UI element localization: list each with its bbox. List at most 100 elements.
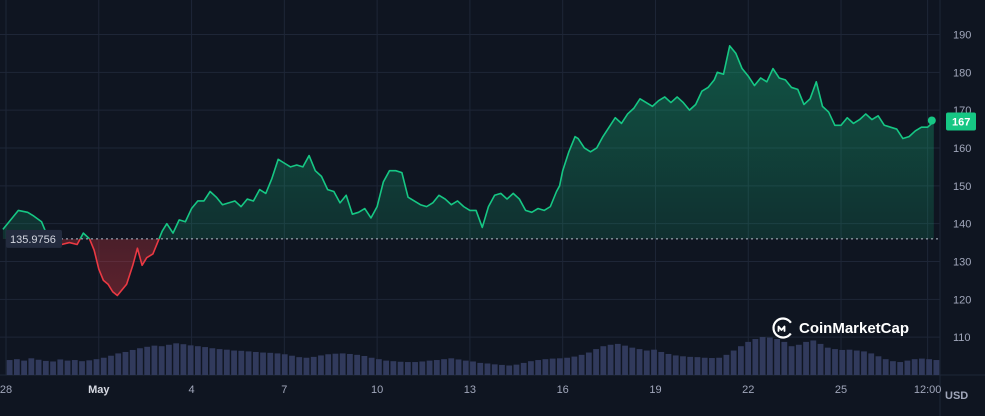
x-axis: 28 May 4 7 10 13 16 19 22 25 12:00 [0,384,941,396]
volume-bar [245,351,252,375]
volume-bar [730,350,737,375]
x-tick-label: 13 [464,384,476,396]
volume-bar [904,360,911,375]
volume-bar [296,357,303,375]
coinmarketcap-logo-icon [772,317,794,339]
volume-bar [361,356,368,375]
volume-bar [332,353,339,375]
currency-label: USD [945,390,968,402]
volume-bar [339,353,346,375]
volume-bar [817,343,824,375]
volume-bar [672,355,679,375]
coinmarketcap-watermark: CoinMarketCap [772,317,909,339]
volume-bar [535,360,542,375]
volume-bar [267,352,274,375]
current-price-label-background [946,112,976,131]
volume-bar [564,357,571,375]
volume-bar [368,357,375,375]
x-tick-label: 28 [0,384,12,396]
volume-bar [759,337,766,375]
volume-bar [35,359,42,375]
y-tick-label: 120 [953,294,971,306]
volume-bar [643,350,650,375]
volume-bar [252,351,259,375]
y-tick-label: 140 [953,219,971,231]
volume-bar [231,350,237,375]
volume-bar [238,350,245,375]
volume-bar [593,349,599,375]
volume-bar [86,360,93,375]
volume-bar [180,344,187,375]
volume-bar [709,358,715,375]
volume-bar [556,358,563,375]
volume-bar [462,360,469,375]
volume-bar [441,359,447,375]
volume-bar [578,354,585,375]
volume-bar [187,345,194,375]
x-tick-label: 12:00 [914,384,942,396]
volume-bar [354,354,361,375]
last-price-dot [927,116,936,125]
volume-bar [470,361,476,375]
volume-bar [325,354,332,375]
volume-bar [412,362,418,375]
y-tick-label: 110 [953,332,971,344]
volume-bar [202,347,209,375]
y-tick-label: 190 [953,29,971,41]
volume-bar [614,343,621,375]
volume-bar [455,359,462,375]
volume-bar [795,344,802,375]
volume-bar [839,349,846,375]
volume-bar [694,357,701,375]
x-tick-label: 10 [371,384,383,396]
volume-bar [723,354,730,375]
volume-bar [223,349,230,375]
volume-bar [318,355,324,375]
volume-bar [832,349,838,375]
volume-bar [491,364,498,375]
volume-bar [571,356,578,375]
volume-bar [390,361,397,375]
volume-bar [397,361,404,375]
volume-bar [477,362,484,375]
price-area-fill-below [2,238,934,296]
volume-bar [607,344,614,375]
volume-bar [484,363,491,375]
volume-bar [788,346,795,375]
baseline-label: 135.9756 [10,234,56,246]
volume-bar [520,362,527,375]
volume-bar [549,358,556,375]
volume-bar [665,353,672,375]
volume-bar [861,351,867,375]
volume-bar [658,351,665,375]
price-line-down [48,238,160,297]
volume-bar [875,356,882,375]
x-tick-label: 16 [557,384,569,396]
volume-bar [71,360,78,375]
volume-bar [868,353,875,375]
volume-bar [144,346,151,375]
y-tick-label: 150 [953,181,971,193]
volume-bar [528,361,534,375]
y-tick-label: 130 [953,256,971,268]
volume-bar [64,360,71,375]
volume-bar [680,356,686,375]
volume-bar [28,358,35,375]
volume-bar [824,347,831,375]
volume-bar [50,361,56,375]
volume-bar [448,358,455,375]
y-tick-label: 160 [953,143,971,155]
volume-bar [433,360,440,375]
watermark-text: CoinMarketCap [799,320,909,337]
volume-bar [79,361,85,375]
volume-bar [100,357,107,375]
volume-bar [347,353,353,375]
volume-bars [6,337,940,375]
price-line-up [2,45,935,239]
volume-bar [651,349,657,375]
volume-bar [426,360,433,375]
volume-bar [216,349,223,375]
volume-bar [926,359,933,375]
